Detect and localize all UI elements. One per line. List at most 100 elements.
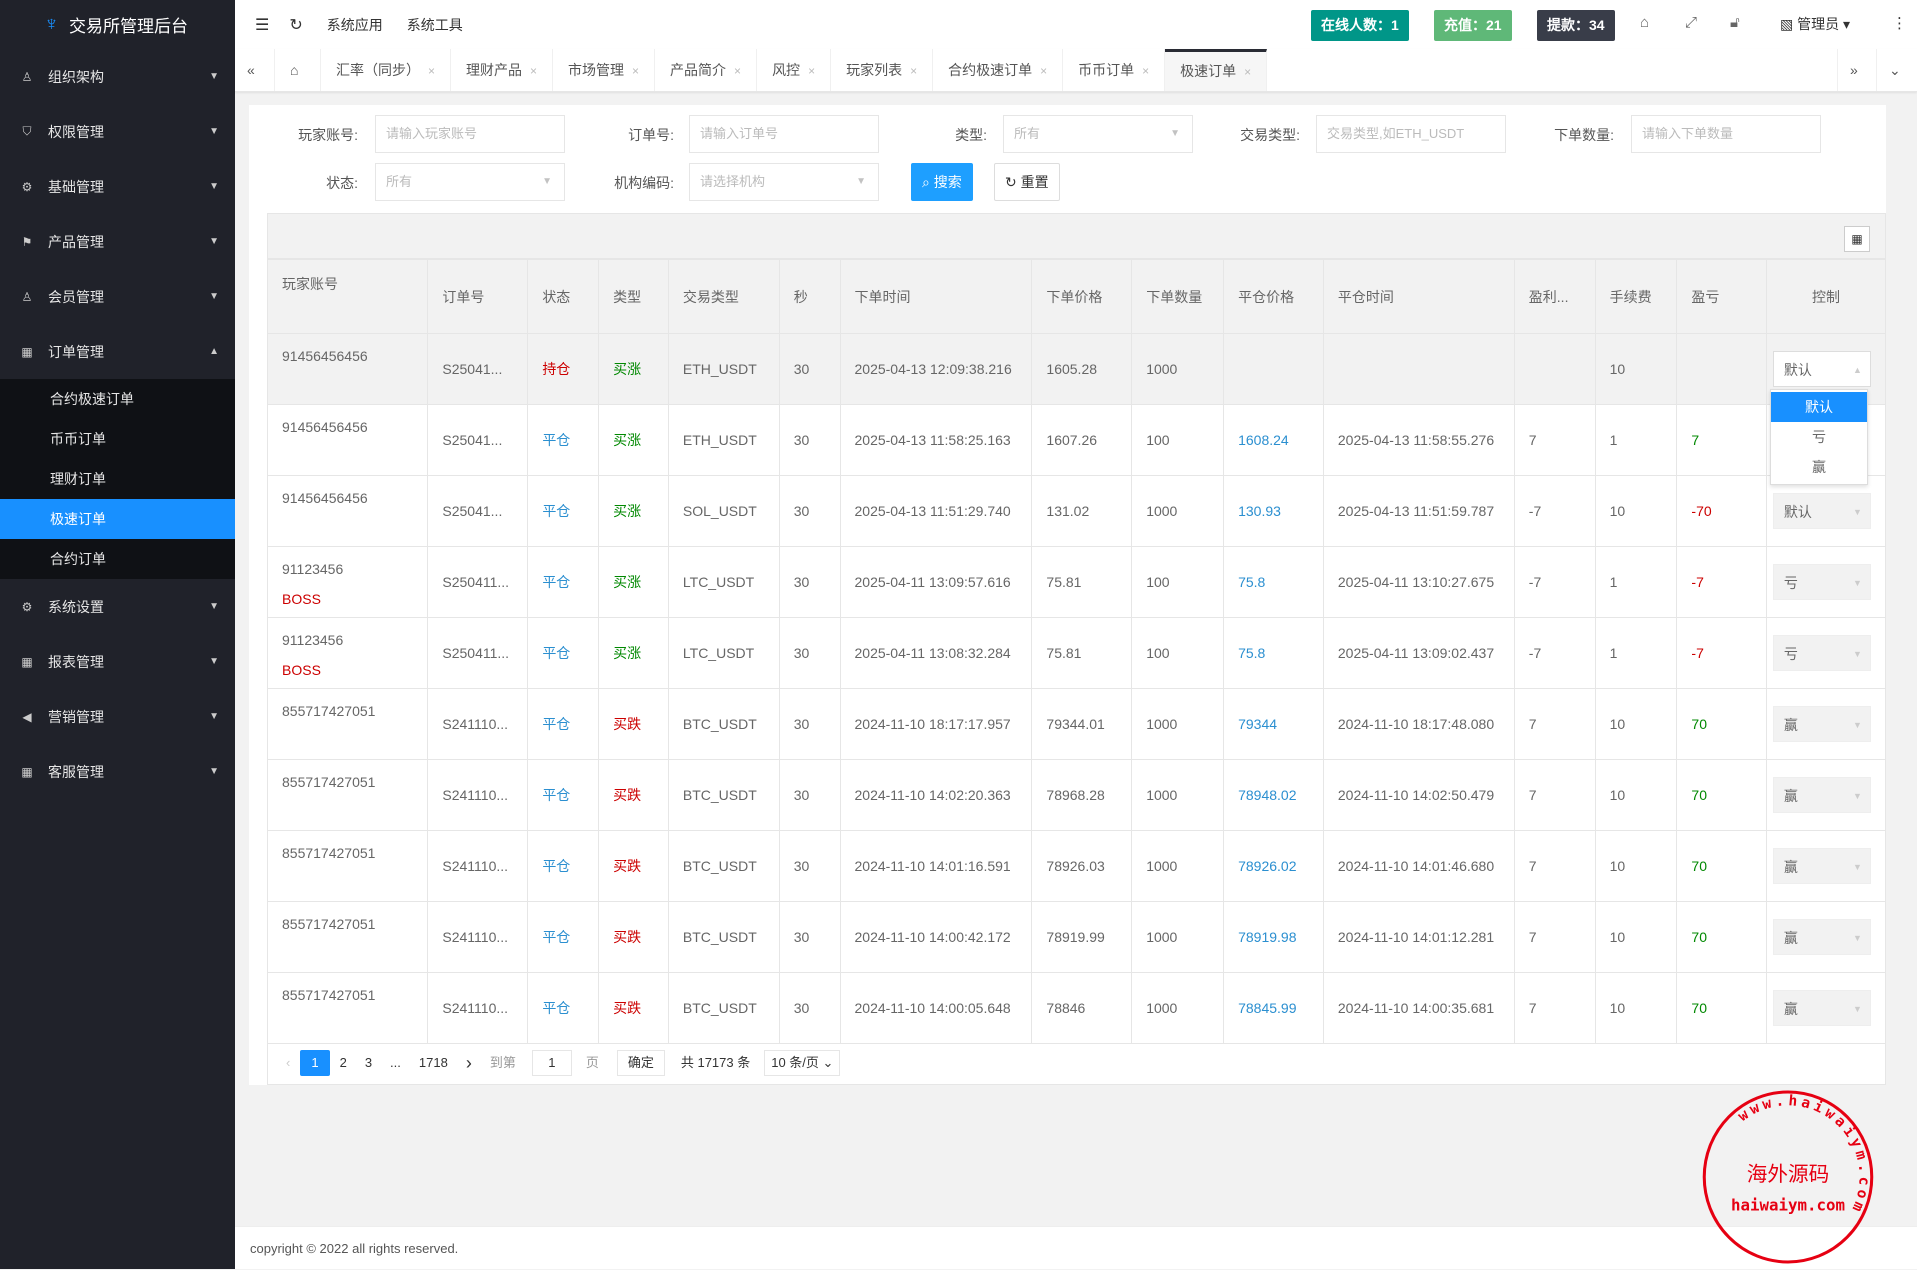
status-select[interactable]: 所有 ▼ <box>375 163 565 201</box>
control-select[interactable]: 赢 ▼ <box>1772 990 1871 1026</box>
qty-input[interactable]: 请输入下单数量 <box>1631 115 1821 153</box>
next-page-icon[interactable]: › <box>465 1053 472 1073</box>
dropdown-option[interactable]: 亏 <box>1812 429 1826 445</box>
sidebar-subitem[interactable]: 合约极速订单 <box>50 391 134 407</box>
tag-icon[interactable]: ⌂ <box>1640 14 1650 31</box>
sidebar-item[interactable]: ▦ 客服管理 ▼ <box>0 744 235 799</box>
tabs-scroll-left-icon[interactable]: « <box>235 49 275 91</box>
page-button[interactable]: 3 <box>364 1055 373 1070</box>
close-icon[interactable]: × <box>530 64 538 78</box>
tab[interactable]: 合约极速订单 × <box>933 49 1064 91</box>
page-size-select[interactable]: 10 条/页 ⌄ <box>764 1050 841 1076</box>
lock-icon[interactable]: 🔓︎ <box>1730 14 1740 31</box>
tabs-scroll-right-icon[interactable]: » <box>1837 49 1877 91</box>
sidebar-subitem[interactable]: 理财订单 <box>50 471 106 487</box>
column-header[interactable]: 盈利... <box>1513 259 1596 334</box>
top-link-system-apps[interactable]: 系统应用 <box>326 16 383 33</box>
column-header[interactable]: 秒 <box>778 259 841 334</box>
goto-page-input[interactable]: 1 <box>531 1050 572 1076</box>
tab[interactable]: 产品简介 × <box>655 49 758 91</box>
dropdown-option[interactable]: 赢 <box>1812 459 1826 475</box>
page-button[interactable]: 2 <box>339 1055 347 1070</box>
control-select[interactable]: 赢 ▼ <box>1772 848 1871 884</box>
control-select[interactable]: 赢 ▼ <box>1772 777 1871 813</box>
column-header[interactable]: 类型 <box>598 259 669 334</box>
column-header[interactable]: 下单时间 <box>839 259 1033 334</box>
column-header[interactable]: 平仓价格 <box>1223 259 1324 334</box>
org-select[interactable]: 请选择机构 ▼ <box>689 163 879 201</box>
more-icon[interactable]: ⋮ <box>1892 15 1907 32</box>
table-row[interactable]: 91456456456 S25041... 持仓 买涨 ETH_USDT 30 2025-0… <box>266 333 1887 405</box>
control-select[interactable]: 默认 ▲ <box>1772 351 1871 387</box>
sidebar-subitem[interactable]: 合约订单 <box>50 551 106 567</box>
goto-confirm-button[interactable]: 确定 <box>616 1050 665 1076</box>
control-select[interactable]: 默认 ▼ <box>1772 493 1871 529</box>
sidebar-item[interactable]: ⛉ 权限管理 ▼ <box>0 104 235 159</box>
menu-collapse-icon[interactable]: ☰ <box>255 16 270 34</box>
sidebar-item[interactable]: ◀ 营销管理 ▼ <box>0 689 235 744</box>
table-row[interactable]: 855717427051 S241110... 平仓 买跌 BTC_USDT 30 2024… <box>266 972 1887 1044</box>
prev-page-icon[interactable]: ‹ <box>286 1055 291 1070</box>
control-select[interactable]: 赢 ▼ <box>1772 919 1871 955</box>
search-button[interactable]: ⌕ 搜索 <box>911 163 973 201</box>
column-header[interactable]: 盈亏 <box>1676 259 1767 334</box>
control-select[interactable]: 亏 ▼ <box>1772 564 1871 600</box>
column-header[interactable]: 玩家账号 <box>266 259 429 334</box>
column-header[interactable]: 状态 <box>527 259 600 334</box>
sidebar-item[interactable]: ▦ 报表管理 ▼ <box>0 634 235 689</box>
close-icon[interactable]: × <box>1244 65 1252 79</box>
table-row[interactable]: 855717427051 S241110... 平仓 买跌 BTC_USDT 30 2024… <box>266 830 1887 902</box>
sidebar-item[interactable]: ⚙ 基础管理 ▼ <box>0 159 235 214</box>
close-icon[interactable]: × <box>1040 64 1048 78</box>
sidebar-item[interactable]: ♙ 组织架构 ▼ <box>0 49 235 104</box>
close-icon[interactable]: × <box>1142 64 1150 78</box>
page-button[interactable]: 1718 <box>418 1055 448 1070</box>
control-select[interactable]: 亏 ▼ <box>1772 635 1871 671</box>
table-row[interactable]: 855717427051 S241110... 平仓 买跌 BTC_USDT 30 2024… <box>266 688 1887 760</box>
dropdown-option[interactable]: 默认 <box>1771 392 1867 422</box>
column-filter-icon[interactable]: ▦ <box>1844 226 1870 252</box>
user-menu[interactable]: ▧ 管理员 ▾ <box>1780 16 1851 32</box>
type-select[interactable]: 所有 ▼ <box>1003 115 1193 153</box>
refresh-icon[interactable]: ↻ <box>289 16 303 34</box>
column-header[interactable]: 交易类型 <box>667 259 780 334</box>
column-header[interactable]: 控制 <box>1765 259 1887 334</box>
fullscreen-icon[interactable]: ⤢ <box>1685 14 1698 31</box>
tab[interactable]: 玩家列表 × <box>831 49 934 91</box>
table-row[interactable]: 91456456456 S25041... 平仓 买涨 SOL_USDT 30 2025-0… <box>266 475 1887 547</box>
sidebar-subitem[interactable]: 极速订单 <box>0 499 235 539</box>
close-icon[interactable]: × <box>734 64 742 78</box>
player-input[interactable]: 请输入玩家账号 <box>375 115 565 153</box>
column-header[interactable]: 下单价格 <box>1031 259 1133 334</box>
tabs-menu-chevron-down-icon[interactable]: ⌄ <box>1889 62 1901 78</box>
table-row[interactable]: 855717427051 S241110... 平仓 买跌 BTC_USDT 30 2024… <box>266 759 1887 831</box>
sidebar-subitem[interactable]: 币币订单 <box>50 431 106 447</box>
table-row[interactable]: 855717427051 S241110... 平仓 买跌 BTC_USDT 30 2024… <box>266 901 1887 973</box>
tab[interactable]: 理财产品 × <box>451 49 554 91</box>
close-icon[interactable]: × <box>808 64 816 78</box>
close-icon[interactable]: × <box>428 64 436 78</box>
home-tab-icon[interactable]: ⌂ <box>275 49 321 91</box>
table-row[interactable]: 91456456456 S25041... 平仓 买涨 ETH_USDT 30 2025-0… <box>266 404 1887 476</box>
close-icon[interactable]: × <box>910 64 918 78</box>
table-row[interactable]: 91123456 BOSS S250411... 平仓 买涨 LTC_USDT 30 2025… <box>266 546 1887 618</box>
tab[interactable]: 汇率（同步） × <box>321 49 452 91</box>
tab[interactable]: 币币订单 × <box>1063 49 1166 91</box>
sidebar-item[interactable]: ⚑ 产品管理 ▼ <box>0 214 235 269</box>
logo[interactable]: ♆ 交易所管理后台 <box>0 0 235 49</box>
sidebar-item[interactable]: ⚙ 系统设置 ▼ <box>0 579 235 634</box>
order-input[interactable]: 请输入订单号 <box>689 115 879 153</box>
tab[interactable]: 风控 × <box>757 49 832 91</box>
page-button[interactable]: 1 <box>300 1050 330 1076</box>
sidebar-item[interactable]: ▦ 订单管理 ▲ <box>0 324 235 379</box>
column-header[interactable]: 订单号 <box>427 259 529 334</box>
control-select[interactable]: 赢 ▼ <box>1772 706 1871 742</box>
trade-type-input[interactable]: 交易类型,如ETH_USDT <box>1316 115 1506 153</box>
tab[interactable]: 极速订单 × <box>1165 49 1268 91</box>
close-icon[interactable]: × <box>632 64 640 78</box>
tab[interactable]: 市场管理 × <box>553 49 656 91</box>
table-row[interactable]: 91123456 BOSS S250411... 平仓 买涨 LTC_USDT 30 2025… <box>266 617 1887 689</box>
column-header[interactable]: 下单数量 <box>1131 259 1225 334</box>
column-header[interactable]: 手续费 <box>1594 259 1678 334</box>
reset-button[interactable]: ↻ 重置 <box>994 163 1060 201</box>
